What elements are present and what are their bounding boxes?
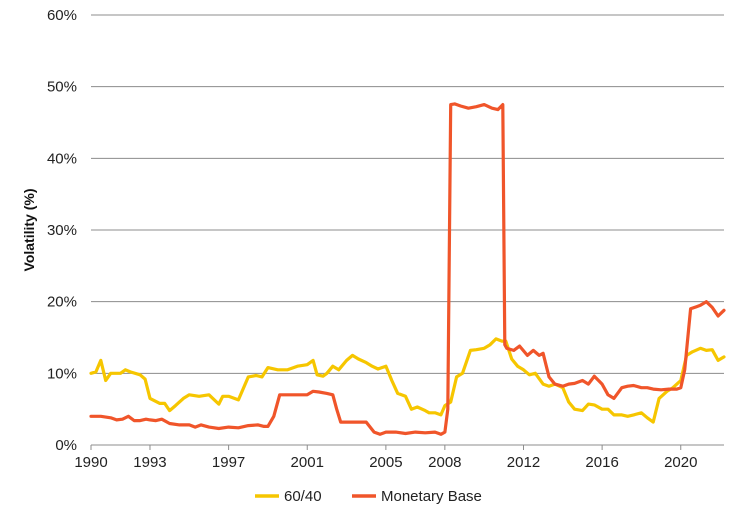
y-tick-label: 20% xyxy=(47,294,77,311)
y-tick-label: 60% xyxy=(47,7,77,24)
gridlines xyxy=(91,14,724,446)
y-tick-label: 10% xyxy=(47,365,77,382)
x-tick-label: 1990 xyxy=(74,454,107,471)
x-tick-label: 2016 xyxy=(585,454,618,471)
series-line-60-40 xyxy=(89,337,726,424)
x-tick-label: 1997 xyxy=(212,454,245,471)
x-tick-label: 2020 xyxy=(664,454,697,471)
y-tick-label: 30% xyxy=(47,222,77,239)
series-lines xyxy=(89,102,726,436)
x-tick-labels: 1990 1993 1997 2001 2005 2008 2012 2016 2020 xyxy=(74,445,697,471)
series-line-monetary-base xyxy=(89,102,726,436)
legend-label: 60/40 xyxy=(284,488,322,505)
y-axis-title: Volatility (%) xyxy=(21,189,37,272)
legend-label: Monetary Base xyxy=(381,488,482,505)
y-tick-label: 0% xyxy=(55,437,77,454)
y-tick-label: 50% xyxy=(47,79,77,96)
x-tick-label: 2008 xyxy=(428,454,461,471)
x-tick-label: 1993 xyxy=(133,454,166,471)
x-tick-label: 2012 xyxy=(507,454,540,471)
x-tick-label: 2005 xyxy=(369,454,402,471)
y-tick-labels: 0% 10% 20% 30% 40% 50% 60% xyxy=(47,7,77,454)
legend: 60/40 Monetary Base xyxy=(255,488,482,505)
x-tick-label: 2001 xyxy=(291,454,324,471)
y-tick-label: 40% xyxy=(47,150,77,167)
